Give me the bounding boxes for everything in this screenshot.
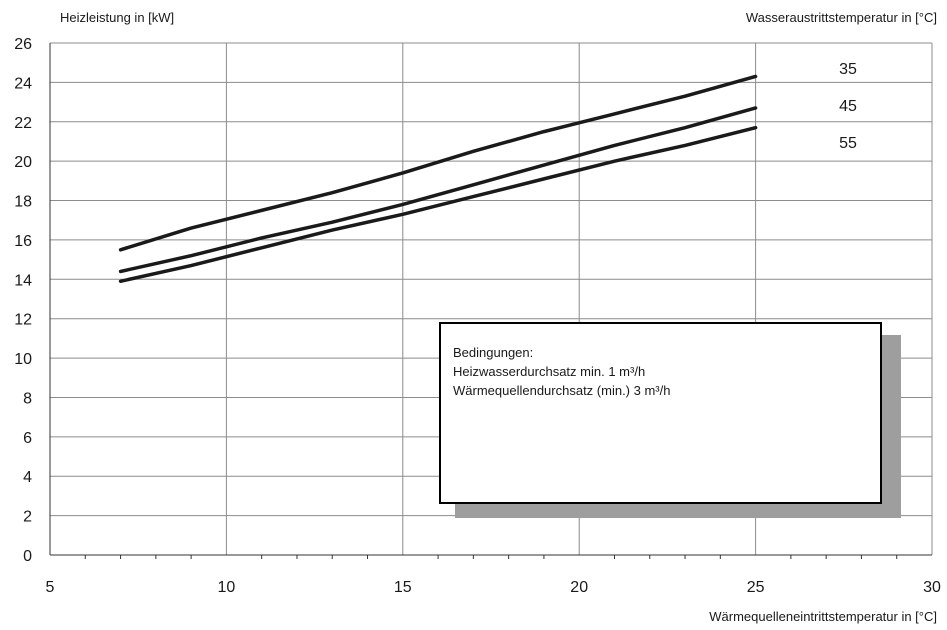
y-tick-label: 22 bbox=[14, 115, 32, 132]
y-tick-label: 18 bbox=[14, 194, 32, 211]
y-tick-label: 14 bbox=[14, 272, 32, 289]
y-tick-label: 12 bbox=[14, 312, 32, 329]
x-tick-label: 15 bbox=[394, 579, 412, 596]
series-label-55: 55 bbox=[839, 135, 857, 152]
series-line-45 bbox=[118, 106, 758, 274]
y-axis-title: Heizleistung in [kW] bbox=[60, 10, 175, 25]
y-tick-label: 20 bbox=[14, 154, 32, 171]
legend-title: Wasseraustrittstemperatur in [°C] bbox=[745, 10, 937, 25]
y-tick-label: 2 bbox=[23, 509, 32, 526]
note-heat-source-flow: Wärmequellendurchsatz (min.) 3 m³/h bbox=[453, 383, 671, 398]
note-heating-water-flow: Heizwasserdurchsatz min. 1 m³/h bbox=[453, 364, 646, 379]
series-label-35: 35 bbox=[839, 61, 857, 78]
y-tick-label: 26 bbox=[14, 36, 32, 53]
y-tick-label: 0 bbox=[23, 548, 32, 565]
y-tick-label: 16 bbox=[14, 233, 32, 250]
series-line-35 bbox=[118, 74, 758, 252]
y-tick-label: 24 bbox=[14, 75, 32, 92]
conditions-note-box: Bedingungen: Heizwasserdurchsatz min. 1 … bbox=[439, 322, 882, 504]
note-heading: Bedingungen: bbox=[453, 345, 534, 360]
x-axis-title: Wärmequelleneintrittstemperatur in [°C] bbox=[709, 609, 937, 624]
x-tick-label: 25 bbox=[747, 579, 765, 596]
x-tick-label: 20 bbox=[570, 579, 588, 596]
series-label-45: 45 bbox=[839, 98, 857, 115]
x-tick-label: 10 bbox=[218, 579, 236, 596]
x-tick-label: 30 bbox=[923, 579, 941, 596]
x-tick-label: 5 bbox=[46, 579, 55, 596]
y-tick-label: 10 bbox=[14, 351, 32, 368]
series-line-55 bbox=[118, 125, 758, 284]
y-tick-label: 8 bbox=[23, 390, 32, 407]
y-tick-label: 4 bbox=[23, 469, 32, 486]
y-tick-label: 6 bbox=[23, 430, 32, 447]
